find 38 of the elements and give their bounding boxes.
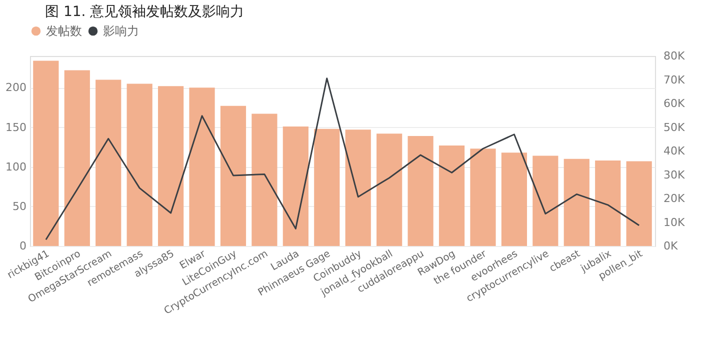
bar (470, 148, 496, 246)
y-tick-label: 50 (12, 200, 26, 213)
y2-tick-label: 80K (664, 50, 686, 62)
bar (501, 152, 528, 246)
y2-tick-label: 0K (664, 240, 678, 252)
y2-tick-label: 50K (664, 120, 686, 134)
line-series (45, 78, 640, 240)
y2-tick-label: 20K (664, 192, 686, 205)
bar (626, 161, 652, 246)
bar (33, 60, 59, 246)
bar (376, 134, 402, 246)
y-tick-label: 150 (6, 120, 26, 134)
y2-tick-label: 10K (664, 216, 686, 229)
y-tick-label: 200 (6, 81, 26, 94)
y2-tick-label: 40K (664, 144, 686, 158)
bar (220, 106, 246, 246)
bar (96, 80, 122, 246)
bar (345, 130, 371, 246)
legend-label: 影响力 (103, 24, 139, 38)
y-tick-label: 100 (6, 160, 26, 174)
y2-tick-label: 30K (664, 168, 686, 182)
y2-tick-label: 60K (664, 97, 686, 110)
y-tick-label: 0 (20, 240, 26, 252)
chart-title: 图 11. 意见领袖发帖数及影响力 (45, 4, 244, 20)
bar (158, 86, 184, 246)
bar (564, 158, 590, 246)
bar (282, 126, 308, 246)
bar (595, 160, 621, 246)
bar (532, 156, 558, 246)
bar (189, 88, 215, 246)
bar (126, 84, 152, 246)
bar (408, 136, 434, 246)
bar (314, 128, 340, 246)
y2-tick-label: 70K (664, 73, 686, 86)
legend-label: 发帖数 (46, 24, 82, 38)
bar (64, 70, 90, 246)
bar (252, 114, 278, 246)
bar (438, 145, 465, 246)
